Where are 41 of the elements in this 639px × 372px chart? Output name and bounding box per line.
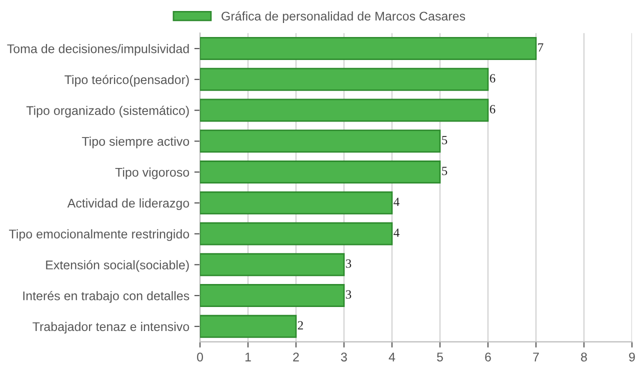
y-tick-label: Tipo organizado (sistemático) bbox=[26, 106, 189, 118]
x-tick-label: 1 bbox=[245, 352, 251, 362]
data-label: 2 bbox=[298, 321, 303, 330]
x-tick-label: 6 bbox=[485, 352, 491, 362]
y-tick-label: Tipo emocionalmente restringido bbox=[9, 229, 190, 241]
y-tick-label: Extensión social(sociable) bbox=[46, 260, 189, 272]
x-tick-label: 4 bbox=[388, 352, 396, 362]
bar bbox=[200, 284, 345, 308]
x-tick-label: 2 bbox=[293, 352, 299, 362]
y-tick-label: Tipo teórico(pensador) bbox=[64, 74, 189, 87]
data-label: 3 bbox=[346, 259, 352, 268]
bar bbox=[200, 130, 441, 153]
data-label: 6 bbox=[490, 74, 496, 83]
bar bbox=[200, 253, 345, 276]
data-label: 5 bbox=[442, 136, 448, 144]
x-tick-label: 5 bbox=[437, 352, 443, 362]
bar bbox=[200, 98, 489, 122]
x-tick-label: 9 bbox=[629, 352, 635, 362]
y-tick-label: Toma de decisiones/impulsividad bbox=[7, 44, 189, 56]
data-label: 6 bbox=[490, 105, 496, 114]
bar bbox=[200, 314, 297, 338]
x-tick-label: 8 bbox=[581, 352, 587, 362]
data-label: 7 bbox=[538, 43, 544, 52]
x-tick-label: 3 bbox=[340, 352, 347, 362]
y-tick-label: Tipo siempre activo bbox=[82, 136, 190, 148]
y-tick-label: Tipo vigoroso bbox=[115, 168, 190, 180]
data-label: 5 bbox=[442, 166, 448, 176]
x-tick-label: 7 bbox=[533, 352, 539, 362]
bar bbox=[200, 68, 489, 91]
bar bbox=[200, 160, 441, 184]
data-label: 4 bbox=[394, 198, 400, 206]
y-tick-label: Actividad de liderazgo bbox=[67, 198, 190, 210]
bar bbox=[200, 37, 537, 60]
legend-label: Gráfica de personalidad de Marcos Casares bbox=[222, 11, 466, 24]
bar bbox=[200, 191, 393, 214]
bar bbox=[200, 222, 393, 246]
data-label: 4 bbox=[394, 228, 400, 237]
y-tick-label: Interés en trabajo con detalles bbox=[23, 290, 190, 303]
data-label: 3 bbox=[346, 290, 352, 299]
x-tick-label: 0 bbox=[197, 352, 203, 362]
y-tick-label: Trabajador tenaz e intensivo bbox=[32, 322, 190, 334]
